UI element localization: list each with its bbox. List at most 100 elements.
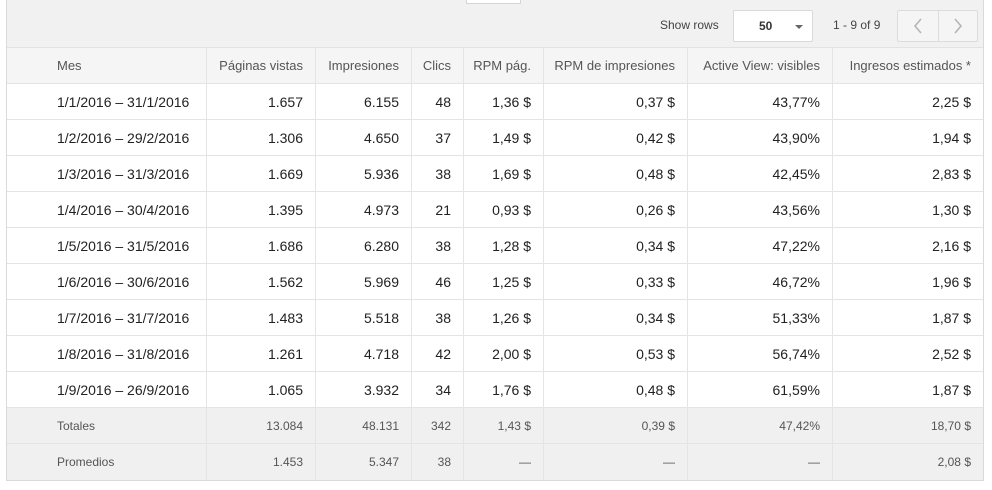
cell-page-rpm: 1,26 $ [464,300,544,336]
column-header-impression-rpm[interactable]: RPM de impresiones [544,48,688,84]
cell-clicks: 34 [412,372,464,408]
column-header-month[interactable]: Mes [7,48,207,84]
cell-impression-rpm: 0,34 $ [544,300,688,336]
cell-impressions: 3.932 [316,372,412,408]
cell-month: 1/3/2016 – 31/3/2016 [7,156,207,192]
average-impressions: 5.347 [316,444,412,480]
next-page-button[interactable] [937,11,978,41]
cell-pageviews: 1.669 [207,156,316,192]
average-page-rpm: — [464,444,544,480]
table-row: 1/9/2016 – 26/9/2016 1.065 3.932 34 1,76… [7,372,983,408]
column-header-page-rpm[interactable]: RPM pág. [464,48,544,84]
previous-page-button[interactable] [898,11,938,41]
cell-pageviews: 1.562 [207,264,316,300]
cell-page-rpm: 0,93 $ [464,192,544,228]
cell-active-view-viewable: 43,56% [688,192,833,228]
cell-clicks: 48 [412,84,464,120]
cell-page-rpm: 1,25 $ [464,264,544,300]
cell-impression-rpm: 0,33 $ [544,264,688,300]
average-impression-rpm: — [544,444,688,480]
column-header-clicks[interactable]: Clics [412,48,464,84]
average-active-view-viewable: — [688,444,833,480]
cell-pageviews: 1.261 [207,336,316,372]
cell-clicks: 38 [412,300,464,336]
cell-page-rpm: 2,00 $ [464,336,544,372]
cell-active-view-viewable: 56,74% [688,336,833,372]
cell-pageviews: 1.395 [207,192,316,228]
cell-impression-rpm: 0,42 $ [544,120,688,156]
cell-month: 1/4/2016 – 30/4/2016 [7,192,207,228]
cell-impression-rpm: 0,37 $ [544,84,688,120]
table-row: 1/5/2016 – 31/5/2016 1.686 6.280 38 1,28… [7,228,983,264]
cell-impression-rpm: 0,48 $ [544,156,688,192]
cell-month: 1/7/2016 – 31/7/2016 [7,300,207,336]
totals-row: Totales 13.084 48.131 342 1,43 $ 0,39 $ … [7,408,983,444]
cell-active-view-viewable: 47,22% [688,228,833,264]
average-estimated-earnings: 2,08 $ [833,444,983,480]
total-impressions: 48.131 [316,408,412,444]
report-table-frame: Show rows 50 1 - 9 of 9 [6,0,984,481]
chevron-right-icon [953,18,963,34]
tab-edge [466,0,521,4]
table-body: 1/1/2016 – 31/1/2016 1.657 6.155 48 1,36… [7,84,983,408]
cell-page-rpm: 1,28 $ [464,228,544,264]
total-clicks: 342 [412,408,464,444]
cell-active-view-viewable: 43,90% [688,120,833,156]
cell-pageviews: 1.657 [207,84,316,120]
cell-clicks: 46 [412,264,464,300]
cell-impressions: 5.936 [316,156,412,192]
averages-row: Promedios 1.453 5.347 38 — — — 2,08 $ [7,444,983,480]
cell-estimated-earnings: 2,83 $ [833,156,983,192]
pagination-range: 1 - 9 of 9 [833,18,881,32]
table-toolbar: Show rows 50 1 - 9 of 9 [7,0,983,48]
cell-impressions: 4.650 [316,120,412,156]
cell-month: 1/5/2016 – 31/5/2016 [7,228,207,264]
rows-per-page-value: 50 [759,19,773,33]
cell-estimated-earnings: 1,96 $ [833,264,983,300]
cell-estimated-earnings: 2,52 $ [833,336,983,372]
caret-down-icon [795,25,803,29]
header-row: Mes Páginas vistas Impresiones Clics RPM… [7,48,983,84]
cell-month: 1/9/2016 – 26/9/2016 [7,372,207,408]
table-row: 1/2/2016 – 29/2/2016 1.306 4.650 37 1,49… [7,120,983,156]
cell-impression-rpm: 0,34 $ [544,228,688,264]
table-row: 1/8/2016 – 31/8/2016 1.261 4.718 42 2,00… [7,336,983,372]
cell-impression-rpm: 0,26 $ [544,192,688,228]
table-row: 1/6/2016 – 30/6/2016 1.562 5.969 46 1,25… [7,264,983,300]
cell-month: 1/1/2016 – 31/1/2016 [7,84,207,120]
total-page-rpm: 1,43 $ [464,408,544,444]
column-header-pageviews[interactable]: Páginas vistas [207,48,316,84]
cell-clicks: 38 [412,228,464,264]
column-header-estimated-earnings[interactable]: Ingresos estimados * [833,48,983,84]
column-header-active-view-viewable[interactable]: Active View: visibles [688,48,833,84]
cell-impressions: 5.969 [316,264,412,300]
total-pageviews: 13.084 [207,408,316,444]
cell-pageviews: 1.483 [207,300,316,336]
cell-clicks: 42 [412,336,464,372]
cell-impressions: 4.718 [316,336,412,372]
cell-estimated-earnings: 2,16 $ [833,228,983,264]
cell-estimated-earnings: 1,94 $ [833,120,983,156]
cell-estimated-earnings: 1,30 $ [833,192,983,228]
column-header-impressions[interactable]: Impresiones [316,48,412,84]
cell-estimated-earnings: 1,87 $ [833,372,983,408]
cell-impressions: 6.155 [316,84,412,120]
average-pageviews: 1.453 [207,444,316,480]
cell-page-rpm: 1,36 $ [464,84,544,120]
cell-pageviews: 1.306 [207,120,316,156]
cell-month: 1/8/2016 – 31/8/2016 [7,336,207,372]
rows-per-page-select[interactable]: 50 [733,10,813,42]
cell-month: 1/2/2016 – 29/2/2016 [7,120,207,156]
report-table: Mes Páginas vistas Impresiones Clics RPM… [7,48,983,480]
cell-pageviews: 1.686 [207,228,316,264]
table-row: 1/4/2016 – 30/4/2016 1.395 4.973 21 0,93… [7,192,983,228]
show-rows-label: Show rows [660,18,719,32]
cell-clicks: 21 [412,192,464,228]
averages-label: Promedios [7,444,207,480]
cell-active-view-viewable: 51,33% [688,300,833,336]
cell-month: 1/6/2016 – 30/6/2016 [7,264,207,300]
total-estimated-earnings: 18,70 $ [833,408,983,444]
average-clicks: 38 [412,444,464,480]
total-active-view-viewable: 47,42% [688,408,833,444]
cell-active-view-viewable: 43,77% [688,84,833,120]
